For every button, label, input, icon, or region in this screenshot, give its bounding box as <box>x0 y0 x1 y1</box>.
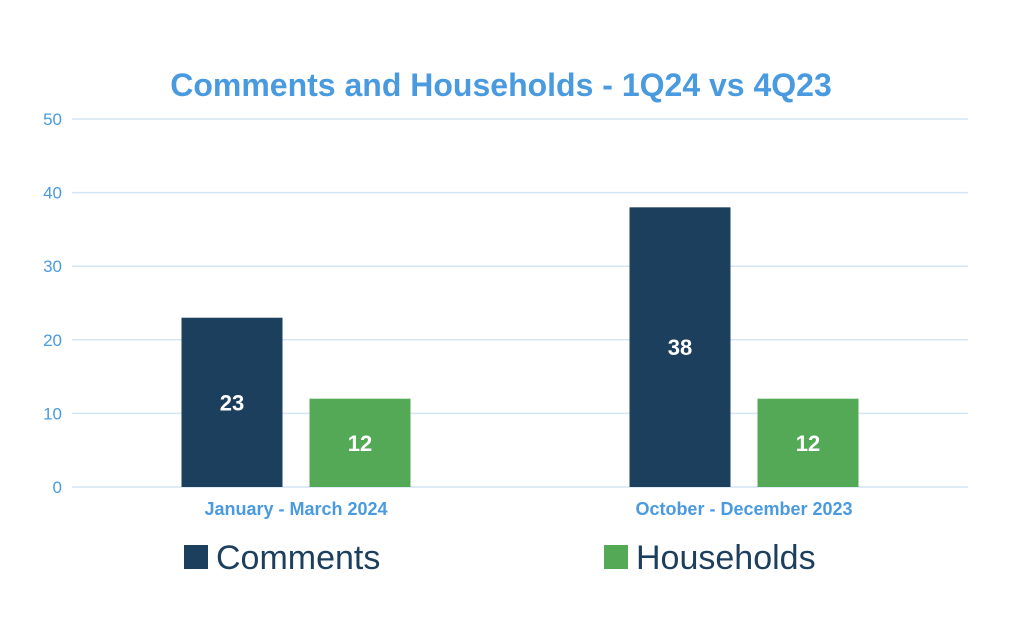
bar-comments <box>629 207 731 487</box>
y-axis: 0 10 20 30 40 50 <box>43 110 62 497</box>
y-tick-label: 10 <box>43 404 62 423</box>
data-label: 38 <box>668 335 692 360</box>
data-label: 12 <box>348 431 372 456</box>
legend: Comments Households <box>184 539 816 577</box>
x-category-label: October - December 2023 <box>635 499 852 519</box>
y-tick-label: 30 <box>43 257 62 276</box>
data-label: 23 <box>220 390 244 415</box>
bar-households <box>309 398 411 487</box>
legend-swatch <box>184 545 208 569</box>
y-tick-label: 40 <box>43 184 62 203</box>
data-label: 12 <box>796 431 820 456</box>
legend-label: Comments <box>216 539 380 577</box>
legend-label: Households <box>636 539 816 577</box>
y-tick-label: 20 <box>43 331 62 350</box>
x-axis: January - March 2024 October - December 2… <box>204 499 852 519</box>
x-category-label: January - March 2024 <box>204 499 387 519</box>
y-tick-label: 0 <box>53 478 62 497</box>
bar-comments <box>181 317 283 487</box>
chart-title: Comments and Households - 1Q24 vs 4Q23 <box>170 67 832 103</box>
legend-swatch <box>604 545 628 569</box>
bars: 23 12 38 12 <box>181 207 859 487</box>
y-tick-label: 50 <box>43 110 62 129</box>
bar-households <box>757 398 859 487</box>
